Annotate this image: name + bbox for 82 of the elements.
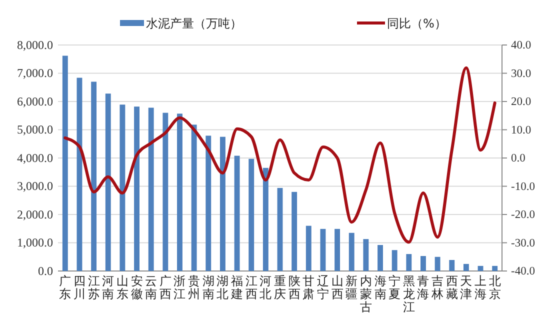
bar [134, 106, 140, 271]
bar [334, 228, 340, 271]
bar [449, 260, 455, 271]
bar [306, 226, 312, 271]
x-tick-label: 甘肃 [302, 274, 315, 301]
bar [105, 94, 111, 271]
bar [348, 232, 354, 271]
x-tick-label: 福建 [230, 274, 244, 301]
x-tick-label: 江西 [245, 274, 258, 301]
y-tick-label: 7,000.0 [17, 66, 53, 80]
x-tick-label: 山东 [116, 274, 128, 301]
bar [234, 156, 240, 271]
x-tick-label: 吉林 [430, 274, 444, 301]
x-tick-label: 北京 [488, 274, 501, 301]
x-tick-label: 上海 [474, 274, 487, 301]
x-tick-label: 河南 [102, 274, 114, 301]
bar [463, 264, 469, 271]
y2-tick-label: 0.0 [511, 152, 526, 165]
x-tick-label: 青海 [417, 274, 430, 301]
x-tick-label: 浙江 [174, 274, 186, 301]
x-tick-label: 湖北 [216, 274, 229, 301]
bar [492, 266, 498, 271]
bar [206, 136, 212, 271]
bar [320, 228, 326, 271]
bar [363, 239, 369, 271]
x-tick-label: 山西 [331, 274, 344, 301]
y2-tick-label: -10.0 [511, 180, 536, 193]
legend-label: 同比（%） [387, 16, 446, 30]
y-tick-label: 2,000.0 [17, 207, 53, 222]
x-tick-label: 广西 [159, 274, 172, 301]
bar [292, 192, 298, 271]
bar [392, 250, 398, 271]
legend-label: 水泥产量（万吨） [146, 16, 242, 30]
x-tick-label: 新疆 [346, 274, 358, 301]
y2-tick-label: 30.0 [511, 68, 532, 80]
bar [277, 188, 283, 271]
x-tick-label: 内蒙古 [360, 274, 372, 314]
x-tick-label: 贵州 [188, 274, 200, 301]
x-tick-label: 四川 [73, 274, 86, 301]
x-tick-label: 海南 [374, 274, 386, 301]
y2-tick-label: -20.0 [511, 209, 536, 222]
bar [191, 124, 197, 271]
x-tick-label: 湖南 [202, 274, 214, 301]
bar [248, 158, 254, 271]
x-tick-label: 宁夏 [388, 274, 401, 301]
x-tick-label: 辽宁 [316, 274, 329, 301]
x-tick-label: 黑龙江 [402, 274, 415, 314]
x-tick-label: 河北 [260, 274, 272, 301]
y2-tick-label: 10.0 [511, 124, 532, 136]
y2-tick-label: -30.0 [511, 237, 536, 250]
bar [220, 136, 226, 271]
y-tick-label: 0.0 [38, 264, 53, 278]
y-tick-label: 1,000.0 [17, 236, 53, 250]
bar [262, 168, 268, 271]
bar [478, 266, 484, 271]
x-tick-label: 陕西 [288, 274, 300, 301]
bar [177, 114, 182, 271]
x-tick-label: 广东 [59, 274, 72, 301]
y2-tick-label: 20.0 [511, 96, 532, 108]
x-tick-label: 西藏 [446, 274, 458, 301]
y-tick-label: 3,000.0 [17, 179, 53, 194]
bar [91, 82, 97, 271]
bar [162, 112, 168, 271]
x-tick-label: 安徽 [130, 274, 143, 301]
bar [434, 256, 440, 271]
bar [406, 254, 412, 271]
x-tick-label: 重庆 [274, 274, 286, 301]
y-tick-label: 4,000.0 [17, 150, 53, 165]
x-tick-label: 云南 [145, 274, 158, 301]
bar [420, 256, 426, 271]
bar [62, 56, 68, 271]
x-tick-label: 江苏 [88, 274, 100, 301]
y-tick-label: 5,000.0 [17, 122, 53, 137]
y-tick-label: 6,000.0 [17, 94, 53, 108]
bar [148, 108, 154, 271]
y-tick-label: 8,000.0 [17, 38, 53, 52]
line-series [64, 66, 496, 244]
bar [120, 104, 126, 271]
bar [378, 245, 383, 271]
y2-tick-label: 40.0 [511, 40, 532, 52]
x-tick-label: 天津 [460, 274, 472, 301]
y2-tick-label: -40.0 [511, 266, 536, 278]
